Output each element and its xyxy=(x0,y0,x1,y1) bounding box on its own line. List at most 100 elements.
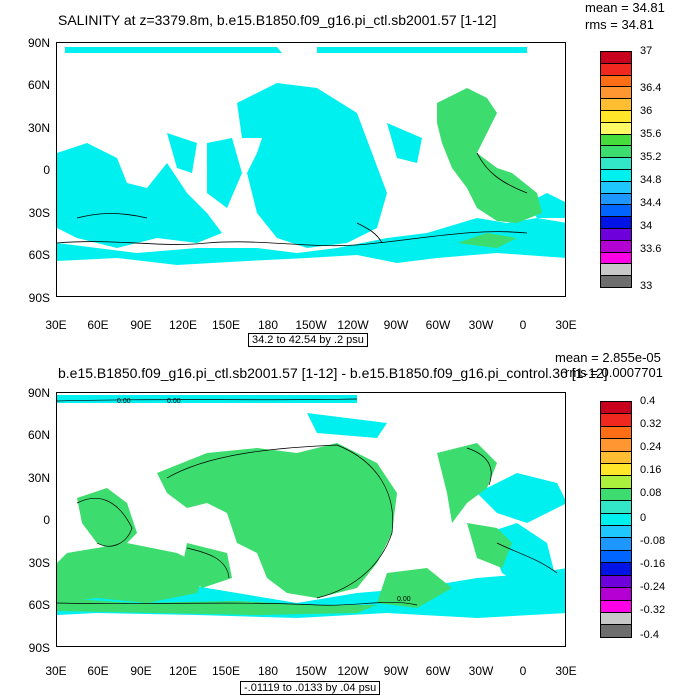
y-tick: 30S xyxy=(28,556,50,570)
positive-difference-field xyxy=(57,443,512,615)
legend-label: 34.4 xyxy=(640,197,662,209)
contour-info-box: -.01119 to .0133 by .04 psu xyxy=(240,681,381,695)
colorbar-box xyxy=(600,487,632,502)
x-tick: 0 xyxy=(519,664,527,678)
salinity-colorbar xyxy=(600,51,632,288)
x-tick: 180 xyxy=(257,664,279,678)
contour-label: 0.00 xyxy=(397,596,411,603)
colorbar-box xyxy=(600,611,632,626)
legend-label: 34 xyxy=(640,220,653,232)
colorbar-box xyxy=(600,562,632,576)
x-tick: 60E xyxy=(87,318,109,332)
mean-label: mean = 2.855e-05 xyxy=(555,350,661,365)
x-tick: 90E xyxy=(130,318,152,332)
x-tick: 120E xyxy=(168,664,198,678)
x-tick: 120W xyxy=(337,664,369,678)
x-tick: 30W xyxy=(468,318,494,332)
salinity-map-svg xyxy=(57,47,565,265)
colorbar-box xyxy=(600,512,632,527)
ocean-field xyxy=(57,47,565,265)
x-tick: 60W xyxy=(425,664,451,678)
contour-label: 0.00 xyxy=(167,398,181,405)
legend-label: 33 xyxy=(640,280,653,292)
colorbar-box xyxy=(600,549,632,564)
colorbar-box xyxy=(600,624,632,638)
y-tick: 90S xyxy=(28,291,50,305)
salinity-map xyxy=(56,42,566,297)
colorbar-box xyxy=(600,599,632,613)
x-tick: 30W xyxy=(468,664,494,678)
contour-lines xyxy=(57,152,528,247)
difference-map: 0.00 0.00 0.00 xyxy=(56,392,566,647)
x-tick: 90W xyxy=(383,664,409,678)
y-tick: 30N xyxy=(27,121,50,135)
legend-label: 34.8 xyxy=(640,174,662,186)
colorbar-box xyxy=(600,525,632,539)
colorbar-box xyxy=(600,475,632,489)
x-tick: 30E xyxy=(555,664,577,678)
x-tick: 150W xyxy=(295,318,327,332)
y-tick: 0 xyxy=(43,163,50,177)
legend-label: 0.24 xyxy=(640,441,662,453)
legend-label: 0 xyxy=(640,512,647,524)
y-tick: 60S xyxy=(28,248,50,262)
y-tick: 0 xyxy=(43,513,50,527)
colorbar-box xyxy=(600,425,632,440)
legend-label: -0.24 xyxy=(640,581,666,593)
x-tick: 90W xyxy=(383,318,409,332)
legend-label: 0.4 xyxy=(640,395,656,407)
x-tick: 30E xyxy=(45,664,67,678)
colorbar-box xyxy=(600,587,632,601)
x-tick: 150W xyxy=(295,664,327,678)
colorbar-box xyxy=(600,463,632,477)
contour-info-box: 34.2 to 42.54 by .2 psu xyxy=(248,333,368,347)
legend-label: 0.32 xyxy=(640,418,662,430)
x-tick: 30E xyxy=(555,318,577,332)
legend-label: 36 xyxy=(640,105,653,117)
x-tick: 60W xyxy=(425,318,451,332)
salinity-panel: SALINITY at z=3379.8m, b.e15.B1850.f09_g… xyxy=(27,0,665,347)
difference-map-svg: 0.00 0.00 0.00 xyxy=(57,395,565,618)
y-tick: 60S xyxy=(28,598,50,612)
legend-label: 33.6 xyxy=(640,243,662,255)
x-tick: 150E xyxy=(211,318,241,332)
mean-label: mean = 34.81 xyxy=(585,0,665,15)
y-tick: 60N xyxy=(27,428,50,442)
panel-title: b.e15.B1850.f09_g16.pi_ctl.sb2001.57 [1-… xyxy=(58,365,608,381)
x-tick: 0 xyxy=(519,318,527,332)
difference-colorbar xyxy=(600,401,632,638)
legend-label: -0.32 xyxy=(640,604,666,616)
y-tick: 60N xyxy=(27,78,50,92)
y-tick: 90N xyxy=(27,386,50,400)
contour-lines xyxy=(57,398,558,606)
x-tick: 150E xyxy=(211,664,241,678)
legend-label: 35.2 xyxy=(640,151,662,163)
colorbar-box xyxy=(600,574,632,589)
x-tick: 60E xyxy=(87,664,109,678)
x-tick: 180 xyxy=(257,318,279,332)
y-tick: 30N xyxy=(27,471,50,485)
colorbar-box xyxy=(600,438,632,452)
y-tick: 90N xyxy=(27,36,50,50)
legend-label: 36.4 xyxy=(640,82,662,94)
colorbar-box xyxy=(600,413,632,427)
colorbar-box xyxy=(600,537,632,551)
x-tick: 120E xyxy=(168,318,198,332)
legend-label: 0.16 xyxy=(640,464,662,476)
colorbar-box xyxy=(600,500,632,514)
legend-label: 37 xyxy=(640,45,653,57)
y-tick: 90S xyxy=(28,641,50,655)
atlantic-high-salinity xyxy=(437,88,542,248)
difference-panel: b.e15.B1850.f09_g16.pi_ctl.sb2001.57 [1-… xyxy=(0,350,700,700)
contour-label: 0.00 xyxy=(117,398,131,405)
rms-label: rms = 34.81 xyxy=(585,17,655,32)
panel-title: SALINITY at z=3379.8m, b.e15.B1850.f09_g… xyxy=(58,12,497,28)
legend-label: -0.16 xyxy=(640,558,666,570)
legend-label: 0.08 xyxy=(640,487,662,499)
colorbar-box xyxy=(600,275,632,288)
x-tick: 120W xyxy=(337,318,369,332)
legend-label: -0.4 xyxy=(640,629,659,641)
rms-label: rms = 0.0007701 xyxy=(565,365,663,380)
legend-label: -0.08 xyxy=(640,535,666,547)
colorbar-box xyxy=(600,401,632,415)
